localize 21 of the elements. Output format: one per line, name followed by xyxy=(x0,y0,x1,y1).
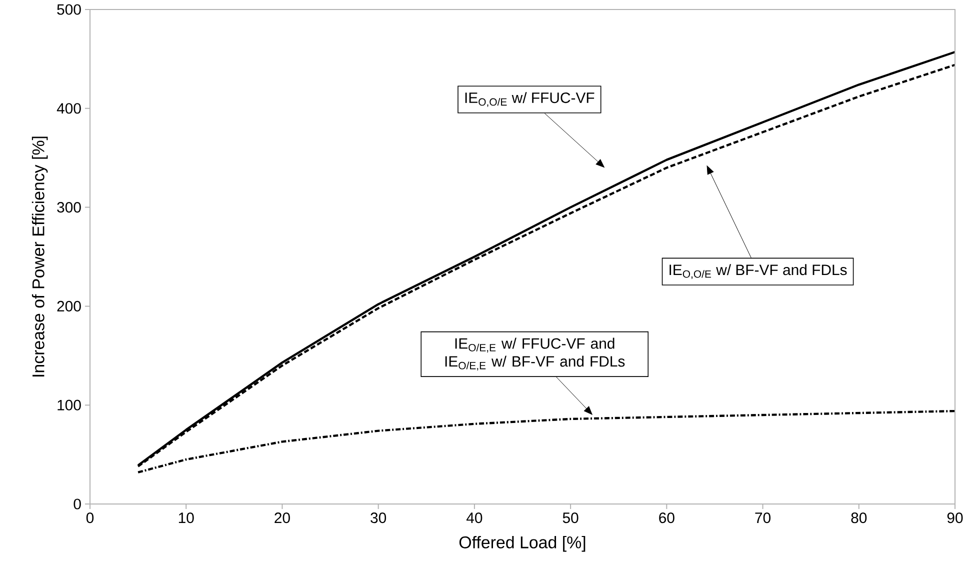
x-axis-title: Offered Load [%] xyxy=(459,536,586,552)
y-tick-label: 0 xyxy=(74,498,81,510)
y-tick-label: 400 xyxy=(56,103,81,114)
x-tick-label: 90 xyxy=(947,512,963,524)
x-tick-label: 60 xyxy=(659,512,674,524)
y-tick-label: 100 xyxy=(58,400,81,410)
x-tick-label: 50 xyxy=(562,512,578,524)
y-axis-title: Increase of Power Efficiency [%] xyxy=(32,136,48,376)
x-tick-label: 40 xyxy=(466,512,482,524)
x-tick-label: 30 xyxy=(370,512,386,524)
x-tick-label: 10 xyxy=(178,512,194,524)
y-tick-label: 200 xyxy=(57,300,81,312)
text: IE$_{O/E,E}$ w/ FFUC-VF and IE$_{O/E,E}$ w/ BF-VF and FDLs xyxy=(445,338,625,371)
y-tick-label: 500 xyxy=(57,4,81,15)
x-tick-label: 0 xyxy=(86,512,94,524)
x-tick-label: 70 xyxy=(755,512,770,524)
y-tick-label: 300 xyxy=(57,202,81,213)
annotation: IE$_{O,O/E}$ w/ FFUC-VF xyxy=(465,92,594,107)
annotation: IE$_{O,O/E}$ w/ BF-VF and FDLs xyxy=(670,264,847,279)
x-tick-label: 20 xyxy=(274,512,290,524)
x-tick-label: 80 xyxy=(851,512,867,524)
